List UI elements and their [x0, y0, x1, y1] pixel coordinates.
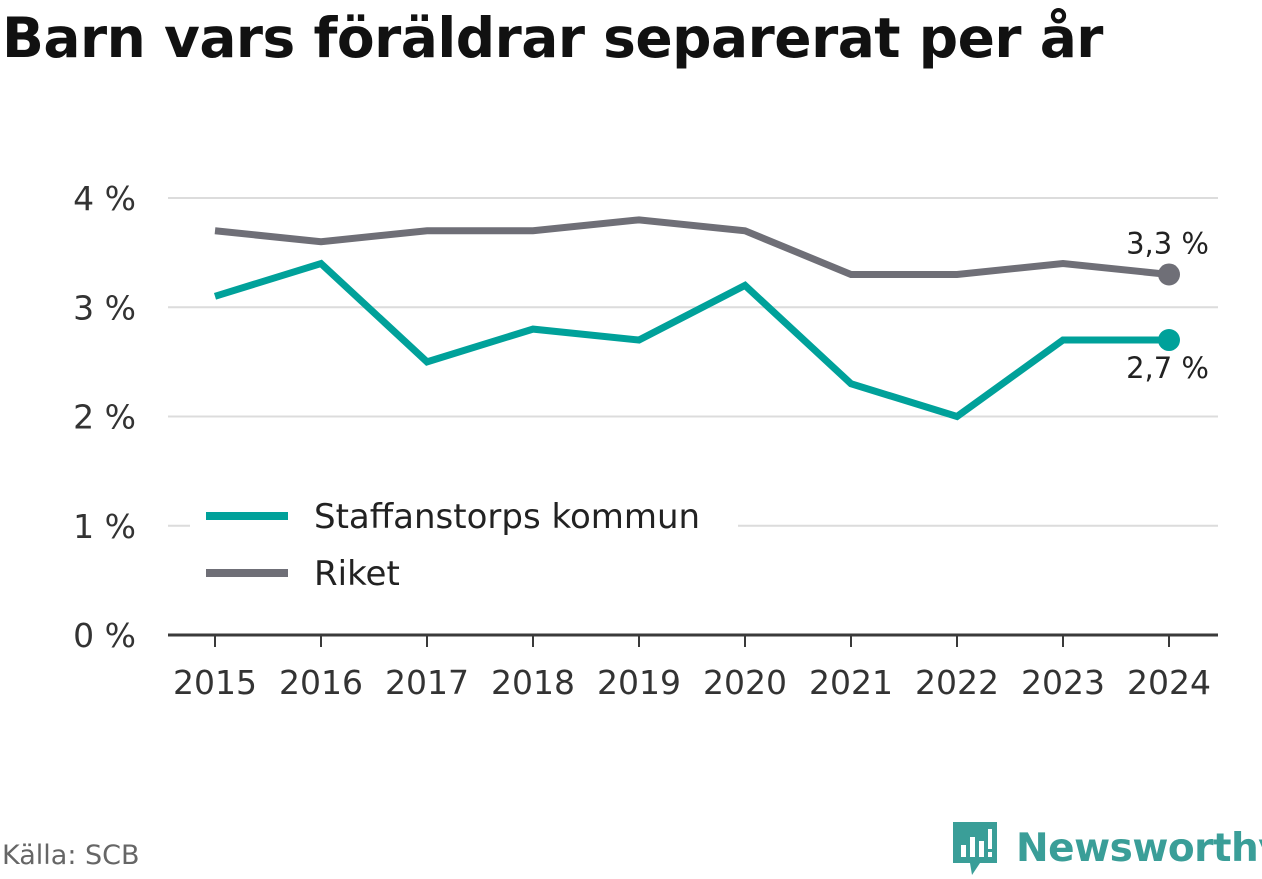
x-tick-label: 2018	[491, 663, 575, 702]
x-tick-label: 2020	[703, 663, 787, 702]
brand-logo[interactable]: Newsworthy	[950, 818, 1262, 878]
legend-label: Riket	[314, 554, 400, 594]
y-tick-label: 2 %	[73, 398, 136, 437]
series-line	[214, 216, 1170, 278]
x-tick-label: 2021	[809, 663, 893, 702]
newsworthy-logo-icon	[953, 822, 997, 875]
end-value-label: 2,7 %	[1126, 351, 1209, 385]
source-note: Källa: SCB	[2, 840, 140, 871]
end-labels: 2,7 % 3,3 %	[1126, 226, 1209, 385]
grid-lines	[168, 197, 1218, 527]
x-tick-label: 2016	[279, 663, 363, 702]
y-axis-ticks: 0 % 1 % 2 % 3 % 4 %	[73, 179, 136, 655]
series-lines	[213, 216, 1180, 421]
legend-background	[190, 486, 738, 604]
x-tick-label: 2017	[385, 663, 469, 702]
y-tick-label: 4 %	[73, 179, 136, 218]
x-axis: 2015 2016 2017 2018 2019 2020 2021 2022 2023 2024	[168, 633, 1218, 702]
x-tick-label: 2024	[1127, 663, 1211, 702]
x-tick-label: 2015	[173, 663, 257, 702]
end-value-label: 3,3 %	[1126, 226, 1209, 260]
y-tick-label: 0 %	[73, 616, 136, 655]
x-tick-label: 2022	[915, 663, 999, 702]
legend-label: Staffanstorps kommun	[314, 497, 700, 537]
series-line	[213, 259, 1169, 421]
y-tick-label: 1 %	[73, 507, 136, 546]
x-tick-label: 2019	[597, 663, 681, 702]
brand-name: Newsworthy	[1016, 825, 1262, 871]
chart-title: Barn vars föräldrar separerat per år	[2, 6, 1103, 70]
legend: Staffanstorps kommun Riket	[190, 486, 738, 604]
series-end-point	[1158, 263, 1180, 286]
series-end-point	[1158, 329, 1180, 352]
y-tick-label: 3 %	[73, 288, 136, 327]
x-tick-label: 2023	[1021, 663, 1105, 702]
